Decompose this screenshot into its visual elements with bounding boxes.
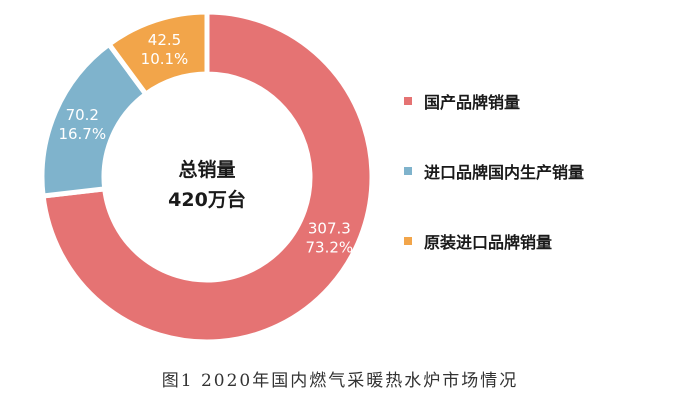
slice-value-label-import-local: 70.2 [66,106,99,124]
center-label-total: 420万台 [168,188,246,211]
slice-labels: 307.373.2% 70.216.7% 42.510.1% [58,31,353,257]
slice-percent-label-import-original: 10.1% [141,50,189,68]
slice-domestic [40,9,375,345]
legend-swatch-import-local [404,167,412,175]
center-label-title: 总销量 [178,158,235,181]
legend-swatch-domestic [404,97,412,105]
chart-legend: 国产品牌销量 进口品牌国内生产销量 原装进口品牌销量 [404,86,584,296]
slice-import-original [105,9,210,98]
slice-percent-label-domestic: 73.2% [306,238,354,256]
slice-percent-label-import-local: 16.7% [58,125,106,143]
legend-item-domestic: 国产品牌销量 [404,86,584,116]
slice-value-label-import-original: 42.5 [148,31,181,49]
legend-item-import-local: 进口品牌国内生产销量 [404,156,584,186]
legend-item-import-original: 原装进口品牌销量 [404,226,584,256]
legend-swatch-import-original [404,237,412,245]
legend-label-import-original: 原装进口品牌销量 [424,233,553,252]
legend-label-import-local: 进口品牌国内生产销量 [424,163,585,182]
legend-label-domestic: 国产品牌销量 [424,93,521,112]
figure-caption: 图1 2020年国内燃气采暖热水炉市场情况 [161,371,519,391]
slice-value-label-domestic: 307.3 [308,219,351,237]
donut-slices [39,9,375,345]
